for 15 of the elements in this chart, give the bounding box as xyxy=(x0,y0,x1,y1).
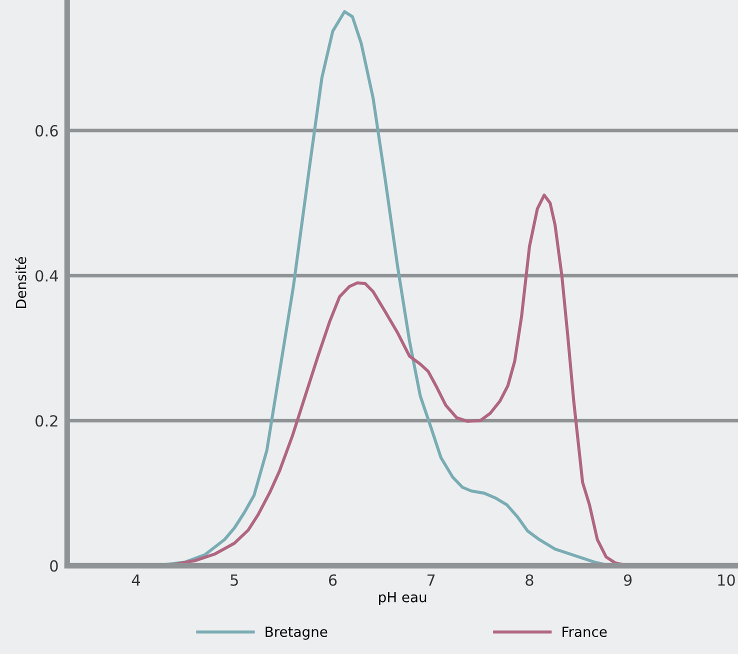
x-tick-label: 8 xyxy=(526,574,534,586)
y-tick-label: 0.2 xyxy=(36,415,58,427)
x-axis-title: pH eau xyxy=(379,592,426,606)
y-tick-label: 0 xyxy=(50,560,58,572)
x-tick-label: 4 xyxy=(132,574,140,586)
legend-label: Bretagne xyxy=(266,626,328,640)
x-tick-label: 5 xyxy=(230,574,238,586)
legend-label: France xyxy=(562,626,607,638)
y-tick-label: 0.4 xyxy=(36,270,58,282)
y-tick-label: 0.6 xyxy=(36,125,58,137)
x-tick-label: 6 xyxy=(328,574,337,586)
y-axis-title: Densité xyxy=(14,257,26,308)
x-tick-label: 10 xyxy=(718,574,735,586)
x-tick-label: 9 xyxy=(624,574,632,586)
x-tick-label: 7 xyxy=(428,574,435,586)
